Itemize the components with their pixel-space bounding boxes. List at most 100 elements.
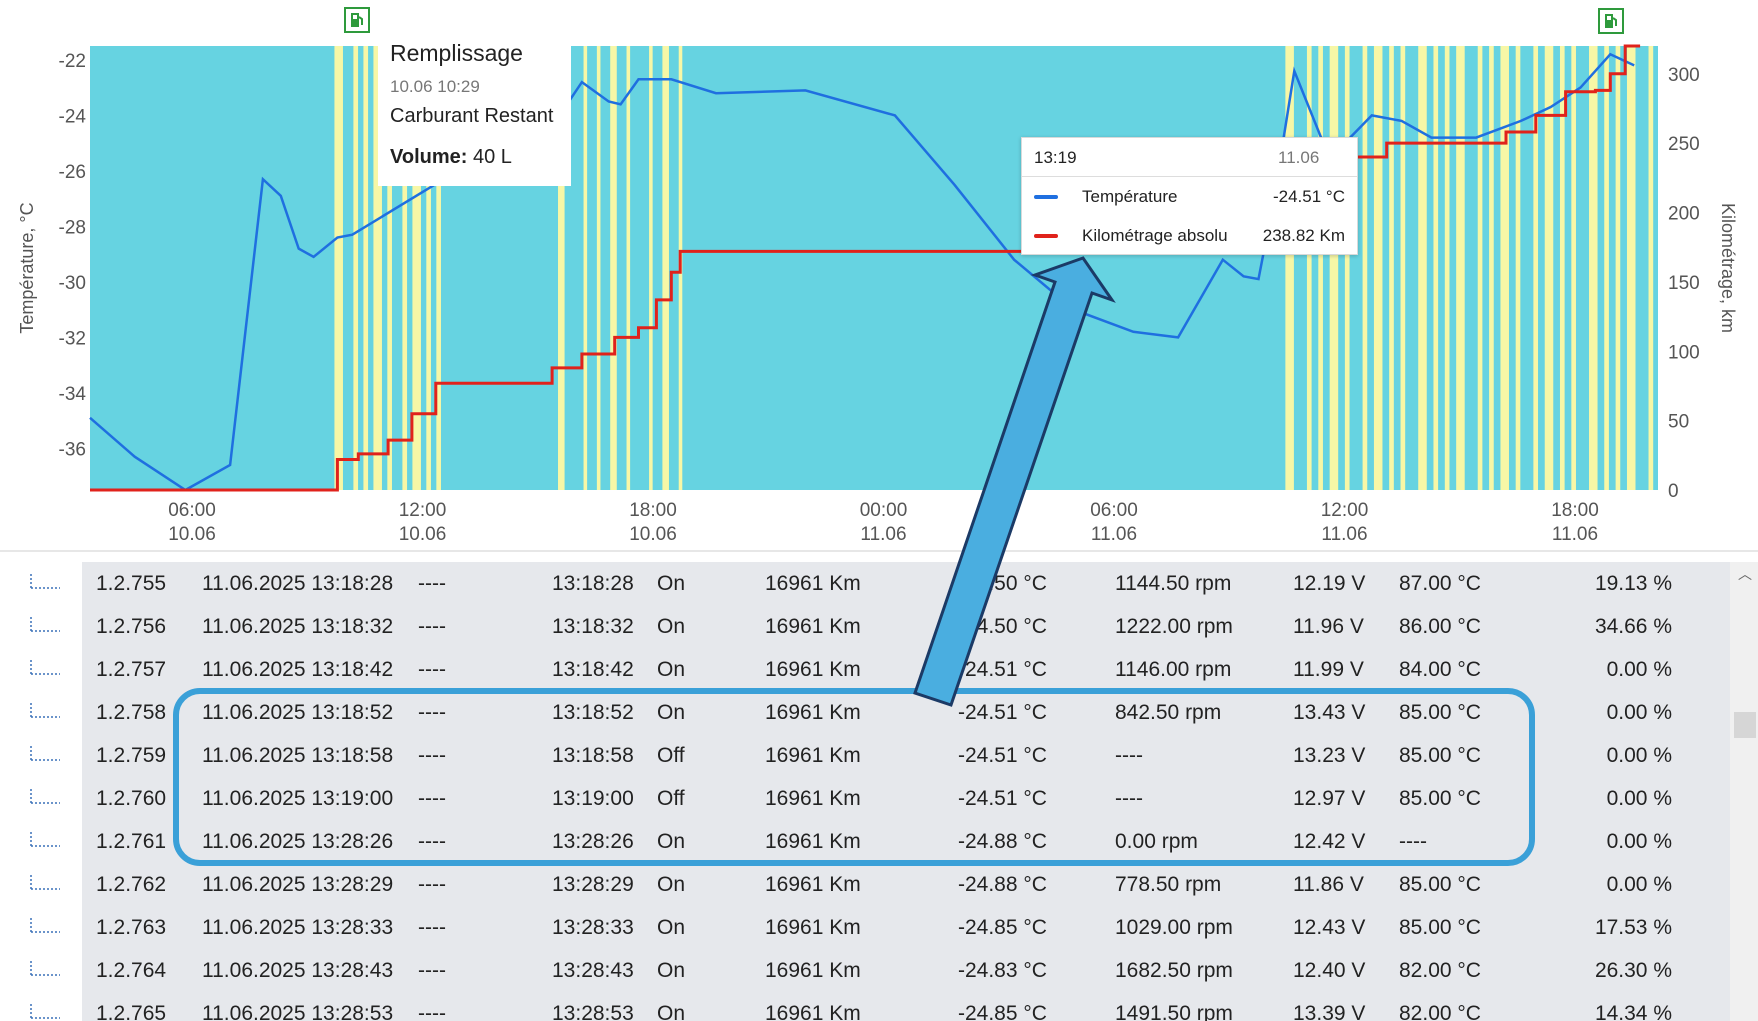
x-tick-date-label: 11.06 xyxy=(860,524,906,545)
table-cell: On xyxy=(657,830,686,853)
table-cell: -24.85 °C xyxy=(958,1002,1047,1021)
table-row[interactable]: 1.2.760 11.06.2025 13:19:00 ---- 13:19:00 Of… xyxy=(0,777,1730,820)
y-right-tick-label: 200 xyxy=(1668,204,1700,225)
x-tick-date-label: 10.06 xyxy=(168,524,216,545)
table-cell: ---- xyxy=(418,959,446,982)
activity-stripe xyxy=(402,46,408,490)
x-tick-date-label: 11.06 xyxy=(1091,524,1137,545)
table-row[interactable]: 1.2.759 11.06.2025 13:18:58 ---- 13:18:58 Of… xyxy=(0,734,1730,777)
y-right-axis-title: Kilométrage, km xyxy=(1718,203,1738,333)
table-cell: ---- xyxy=(1399,830,1427,853)
y-left-tick-label: -36 xyxy=(59,439,86,460)
table-cell: -24.51 °C xyxy=(958,787,1047,810)
y-left-tick-label: -28 xyxy=(59,217,86,238)
table-row[interactable]: 1.2.757 11.06.2025 13:18:42 ---- 13:18:42 On… xyxy=(0,648,1730,691)
table-cell: 85.00 °C xyxy=(1399,701,1481,724)
table-cell: On xyxy=(657,1002,686,1021)
table-row[interactable]: 1.2.764 11.06.2025 13:28:43 ---- 13:28:43 On… xyxy=(0,949,1730,992)
table-cell: ---- xyxy=(1115,744,1143,767)
table-cell: 1.2.761 xyxy=(96,830,167,853)
x-tick-time-label: 12:00 xyxy=(1321,500,1369,521)
y-left-tick-label: -34 xyxy=(59,384,87,405)
activity-stripe xyxy=(1456,46,1465,490)
table-cell: 1491.50 rpm xyxy=(1115,1002,1233,1021)
table-row[interactable]: 1.2.765 11.06.2025 13:28:53 ---- 13:28:53 On… xyxy=(0,992,1730,1021)
table-cell: On xyxy=(657,873,686,896)
table-cell: -24.51 °C xyxy=(958,744,1047,767)
table-cell: 12.43 V xyxy=(1293,916,1366,939)
table-cell: 0.00 % xyxy=(1606,658,1672,681)
table-cell: 13:19:00 xyxy=(552,787,634,810)
table-cell: 11.96 V xyxy=(1293,615,1364,638)
table-scrollbar[interactable]: ︿ xyxy=(1730,562,1758,1021)
table-cell: ---- xyxy=(418,787,446,810)
table-cell: 16961 Km xyxy=(765,916,861,939)
table-cell: 82.00 °C xyxy=(1399,1002,1481,1021)
tree-branch-icon xyxy=(30,574,60,589)
activity-stripe xyxy=(353,46,359,490)
refill-tooltip: Remplissage 10.06 10:29 Carburant Restan… xyxy=(378,30,571,186)
activity-stripe xyxy=(1373,46,1383,490)
fuel-refill-icon[interactable] xyxy=(344,7,370,33)
activity-stripe xyxy=(412,46,421,490)
table-cell: Off xyxy=(657,787,685,810)
table-cell: 82.00 °C xyxy=(1399,959,1481,982)
activity-stripe xyxy=(1648,46,1654,490)
table-row[interactable]: 1.2.762 11.06.2025 13:28:29 ---- 13:28:29 On… xyxy=(0,863,1730,906)
hover-tooltip-header: 13:19 11.06 xyxy=(1022,138,1357,177)
tree-branch-icon xyxy=(30,832,60,847)
table-cell: ---- xyxy=(1115,787,1143,810)
fuel-refill-icon[interactable] xyxy=(1598,8,1624,34)
table-cell: 26.30 % xyxy=(1594,959,1672,982)
table-cell: 13:18:52 xyxy=(552,701,634,724)
activity-stripe xyxy=(363,46,369,490)
table-row[interactable]: 1.2.755 11.06.2025 13:18:28 ---- 13:18:28 On… xyxy=(0,562,1730,605)
table-cell: 1.2.759 xyxy=(96,744,167,767)
table-cell: 84.00 °C xyxy=(1399,658,1481,681)
mileage-series-line xyxy=(90,44,1641,492)
refill-subtitle: Carburant Restant xyxy=(390,105,554,127)
table-row[interactable]: 1.2.758 11.06.2025 13:18:52 ---- 13:18:52 On… xyxy=(0,691,1730,734)
table-cell: 14.34 % xyxy=(1594,1002,1672,1021)
hover-tooltip: 13:19 11.06 Température -24.51 °C Kilomé… xyxy=(1021,137,1358,255)
activity-stripe xyxy=(1400,46,1406,490)
table-cell: 12.97 V xyxy=(1293,787,1366,810)
table-row[interactable]: 1.2.756 11.06.2025 13:18:32 ---- 13:18:32 On… xyxy=(0,605,1730,648)
hover-label: Température xyxy=(1082,187,1178,206)
table-cell: 17.53 % xyxy=(1594,916,1672,939)
table-cell: -24.51 °C xyxy=(958,701,1047,724)
table-cell: Off xyxy=(657,744,685,767)
table-cell: ---- xyxy=(418,572,446,595)
table-cell: -24.50 °C xyxy=(958,572,1047,595)
activity-stripe xyxy=(1418,46,1427,490)
table-cell: 13.43 V xyxy=(1293,701,1366,724)
x-tick-date-label: 11.06 xyxy=(1321,524,1367,545)
table-row[interactable]: 1.2.761 11.06.2025 13:28:26 ---- 13:28:26 On… xyxy=(0,820,1730,863)
table-cell: 1.2.758 xyxy=(96,701,167,724)
scroll-up-icon[interactable]: ︿ xyxy=(1738,566,1752,582)
y-left-tick-label: -26 xyxy=(59,162,86,183)
table-cell: 11.06.2025 13:19:00 xyxy=(202,787,394,810)
table-cell: 11.06.2025 13:28:43 xyxy=(202,959,394,982)
hover-time: 13:19 xyxy=(1034,148,1077,167)
table-cell: 11.06.2025 13:28:29 xyxy=(202,873,394,896)
activity-stripe xyxy=(1306,46,1312,490)
table-cell: -24.50 °C xyxy=(958,615,1047,638)
table-cell: 13:18:32 xyxy=(552,615,634,638)
table-cell: 11.06.2025 13:18:32 xyxy=(202,615,394,638)
table-gutter xyxy=(0,562,82,1021)
chart-panel: -22 -24 -26 -28 -30 -32 -34 -36 Température, °C 3… xyxy=(0,0,1758,552)
table-row[interactable]: 1.2.763 11.06.2025 13:28:33 ---- 13:28:33 On… xyxy=(0,906,1730,949)
table-cell: 11.99 V xyxy=(1293,658,1364,681)
table-cell: 13:28:43 xyxy=(552,959,634,982)
temperature-mileage-chart[interactable]: -22 -24 -26 -28 -30 -32 -34 -36 Température, °C 3… xyxy=(0,0,1758,552)
activity-stripe xyxy=(1500,46,1509,490)
table-cell: -24.85 °C xyxy=(958,916,1047,939)
activity-stripe xyxy=(1362,46,1368,490)
table-cell: 0.00 % xyxy=(1606,744,1672,767)
table-cell: 16961 Km xyxy=(765,658,861,681)
table-cell: ---- xyxy=(418,873,446,896)
x-tick-date-label: 10.06 xyxy=(399,524,447,545)
activity-stripe xyxy=(1285,46,1294,490)
scrollbar-thumb[interactable] xyxy=(1734,712,1756,738)
